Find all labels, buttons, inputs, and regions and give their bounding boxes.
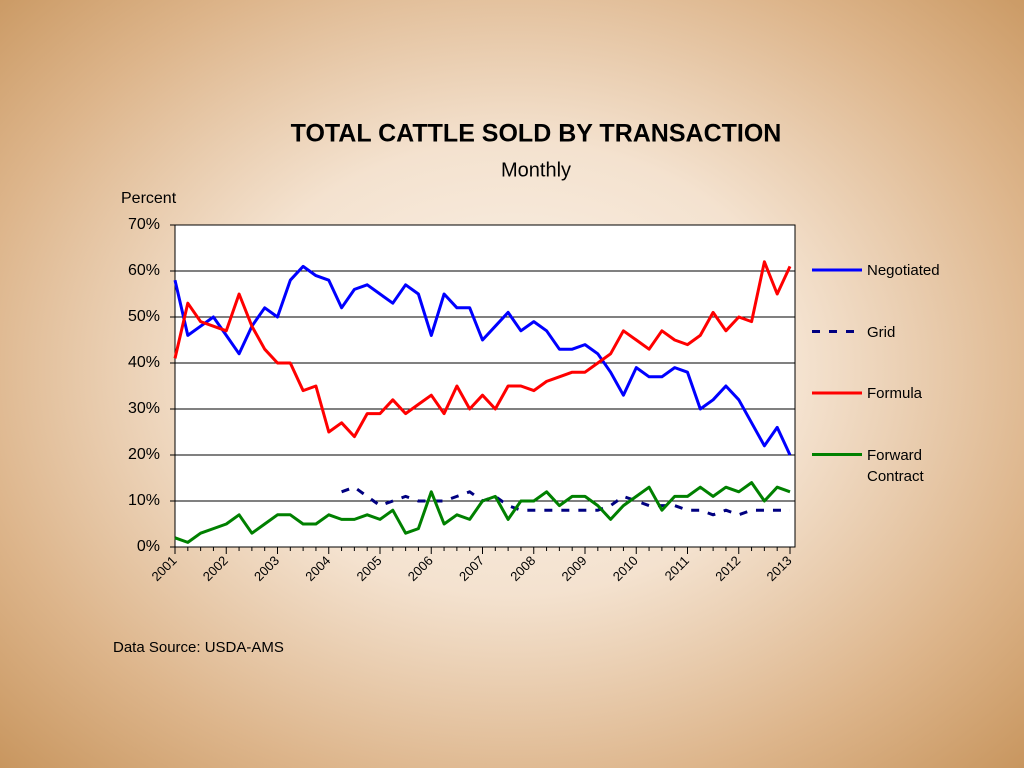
series-line bbox=[173, 264, 792, 456]
x-tick-label: 2004 bbox=[302, 553, 333, 584]
x-tick-label: 2002 bbox=[200, 553, 231, 584]
y-tick-label: 70% bbox=[128, 216, 160, 233]
y-tick-label: 10% bbox=[128, 492, 160, 509]
source-note: Data Source: USDA-AMS bbox=[113, 639, 284, 656]
x-tick-label: 2011 bbox=[662, 553, 692, 583]
series-line bbox=[341, 485, 790, 517]
x-tick-label: 2013 bbox=[763, 553, 794, 584]
legend-label: Formula bbox=[867, 385, 923, 402]
y-tick-label: 40% bbox=[128, 354, 160, 371]
legend-label: Grid bbox=[867, 323, 896, 341]
y-axis-label: Percent bbox=[121, 190, 177, 207]
y-tick-label: 0% bbox=[137, 538, 160, 555]
chart-subtitle: Monthly bbox=[501, 159, 571, 181]
x-tick-label: 2010 bbox=[610, 553, 641, 584]
chart-title: TOTAL CATTLE SOLD BY TRANSACTION bbox=[291, 120, 782, 148]
x-tick-label: 2003 bbox=[251, 553, 282, 584]
y-tick-label: 20% bbox=[128, 446, 160, 463]
x-tick-label: 2005 bbox=[353, 553, 384, 584]
x-tick-label: 2001 bbox=[148, 553, 179, 584]
series-line bbox=[174, 481, 791, 544]
x-tick-label: 2009 bbox=[558, 553, 589, 584]
y-tick-label: 60% bbox=[128, 262, 160, 279]
y-tick-label: 30% bbox=[128, 400, 160, 417]
x-tick-label: 2007 bbox=[456, 553, 487, 584]
y-tick-label: 50% bbox=[128, 308, 160, 325]
x-tick-label: 2006 bbox=[405, 553, 436, 584]
x-tick-label: 2008 bbox=[507, 553, 538, 584]
legend-label: Negotiated bbox=[867, 262, 940, 279]
series-line bbox=[173, 260, 792, 439]
legend-label: Forward Contract bbox=[867, 446, 924, 485]
x-tick-label: 2012 bbox=[712, 553, 743, 584]
